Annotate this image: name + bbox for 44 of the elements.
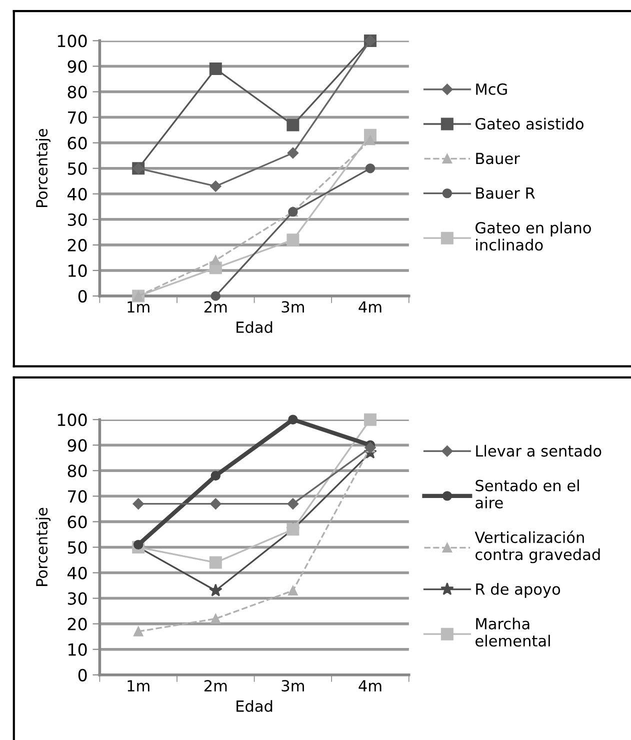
legend-label: Gateo asistido bbox=[476, 118, 584, 130]
legend-label: Bauer R bbox=[476, 188, 535, 199]
y-tick-label: 20 bbox=[68, 238, 87, 252]
y-tick-label: 100 bbox=[58, 414, 87, 426]
y-tick-label: 60 bbox=[68, 136, 87, 150]
y-tick-label: 80 bbox=[68, 86, 87, 98]
x-tick-label: 1m bbox=[128, 680, 150, 692]
x-tick-label: 4m bbox=[358, 301, 382, 312]
legend-label: Verticalización contra gravedad bbox=[474, 530, 600, 564]
y-tick-label: 0 bbox=[78, 290, 87, 303]
x-tick-label: 1m bbox=[128, 301, 150, 312]
y-axis-title: Porcentaje bbox=[36, 508, 51, 586]
y-tick-label: 50 bbox=[68, 541, 87, 554]
y-tick-label: 100 bbox=[58, 34, 87, 48]
legend-label: McG bbox=[476, 83, 507, 95]
y-tick-label: 40 bbox=[68, 188, 87, 200]
x-tick-label: 3m bbox=[282, 301, 304, 313]
y-tick-label: 0 bbox=[78, 668, 87, 682]
y-tick-label: 70 bbox=[68, 111, 87, 124]
y-tick-label: 10 bbox=[68, 264, 87, 278]
y-tick-label: 40 bbox=[68, 566, 87, 580]
legend-label: Bauer bbox=[476, 152, 520, 164]
legend-label: Gateo en plano inclinado bbox=[476, 222, 591, 251]
y-tick-label: 30 bbox=[68, 592, 87, 605]
legend-label: Sentado en el aire bbox=[476, 480, 579, 508]
x-tick-label: 4m bbox=[358, 680, 382, 692]
y-axis-title: Porcentaje bbox=[36, 128, 51, 208]
x-tick-label: 2m bbox=[204, 301, 227, 312]
y-tick-label: 90 bbox=[68, 60, 87, 73]
y-tick-label: 20 bbox=[68, 618, 87, 630]
y-tick-label: 30 bbox=[68, 213, 87, 226]
x-tick-label: 3m bbox=[282, 680, 304, 692]
legend-label: R de apoyo bbox=[476, 583, 560, 598]
x-axis-title: Edad bbox=[236, 700, 272, 712]
legend-label: Marcha elemental bbox=[476, 618, 550, 647]
legend-label: Llevar a sentado bbox=[476, 444, 602, 457]
y-tick-label: 70 bbox=[68, 490, 87, 503]
y-tick-label: 80 bbox=[68, 464, 87, 478]
x-axis-title: Edad bbox=[236, 321, 272, 334]
y-tick-label: 10 bbox=[68, 643, 87, 656]
y-tick-label: 50 bbox=[68, 162, 87, 175]
y-tick-label: 90 bbox=[68, 439, 87, 452]
y-tick-label: 60 bbox=[68, 516, 87, 528]
x-tick-label: 2m bbox=[204, 680, 227, 692]
